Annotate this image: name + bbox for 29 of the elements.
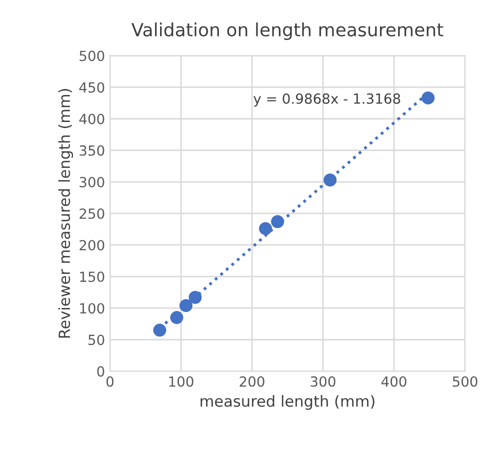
x-tick-label: 300 bbox=[310, 376, 336, 387]
y-tick-label: 0 bbox=[97, 366, 104, 377]
y-tick-label: 150 bbox=[80, 272, 104, 282]
point bbox=[188, 290, 202, 304]
y-tick-label: 100 bbox=[80, 303, 104, 314]
x-axis-title: measured length (mm) bbox=[200, 395, 374, 410]
y-tick-label: 300 bbox=[80, 176, 104, 188]
x-tick-label: 500 bbox=[452, 376, 478, 387]
point bbox=[422, 91, 435, 104]
y-tick-label: 400 bbox=[79, 114, 104, 124]
x-tick-label: 0 bbox=[106, 376, 114, 387]
point bbox=[258, 222, 272, 236]
x-tick-label: 400 bbox=[381, 376, 406, 387]
x-tick-label: 100 bbox=[169, 376, 194, 387]
y-axis-title: Reviewer measured length (mm) bbox=[58, 89, 74, 338]
y-tick-label: 450 bbox=[79, 82, 104, 93]
point bbox=[179, 299, 192, 312]
y-tick-label: 250 bbox=[80, 208, 104, 219]
y-tick-label: 50 bbox=[88, 334, 104, 346]
y-tick-label: 200 bbox=[80, 240, 104, 250]
y-tick-label: 350 bbox=[80, 145, 104, 156]
annotation: y = 0.9868x - 1.3168 bbox=[254, 93, 400, 107]
point bbox=[153, 324, 166, 337]
point bbox=[170, 311, 184, 324]
point bbox=[324, 173, 337, 186]
y-tick-label: 500 bbox=[80, 50, 104, 62]
chart-title: Validation on length measurement bbox=[131, 22, 444, 40]
x-tick-label: 200 bbox=[240, 376, 264, 387]
point bbox=[271, 215, 284, 228]
